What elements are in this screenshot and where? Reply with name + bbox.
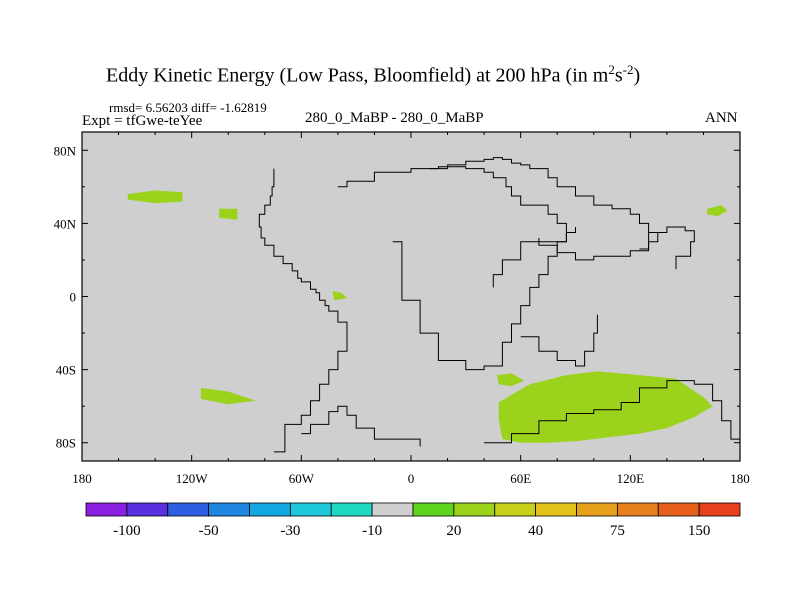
region-cyan-band-north-pacific <box>85 230 137 262</box>
y-tick-label-1: 40N <box>54 216 77 231</box>
colorbar-label-3: -10 <box>362 523 382 539</box>
colorbar-label-5: 40 <box>528 523 543 539</box>
colorbar-box-12 <box>576 502 618 517</box>
region-cyan-small-east-pacific-lo <box>164 356 220 370</box>
coastline-2 <box>429 157 659 261</box>
coastline-7 <box>520 314 598 367</box>
coastline-1 <box>337 166 567 288</box>
x-tick-label-6: 180 <box>730 471 750 486</box>
colorbar-box-3 <box>208 502 250 517</box>
stats-text: rmsd= 6.56203 diff= -1.62819 <box>109 100 267 115</box>
region-green-north-pacific-2 <box>219 208 238 220</box>
colorbar-box-11 <box>535 502 577 517</box>
comparison-label: 280_0_MaBP - 280_0_MaBP <box>305 110 484 126</box>
colorbar-box-8 <box>412 502 455 517</box>
region-cyan-ne-pacific-edge <box>734 234 740 249</box>
title-unit-sup2: -2 <box>622 62 634 77</box>
coastline-0 <box>258 168 348 453</box>
experiment-label: Expt = tfGwe-teYee <box>82 113 203 129</box>
region-green-small-central <box>332 291 347 301</box>
region-cyan-small-pacific-low <box>164 289 201 299</box>
y-tick-label-0: 80N <box>54 143 77 158</box>
title-unit-mid: s <box>614 64 623 87</box>
colorbar-label-1: -50 <box>199 523 219 539</box>
colorbar-label-6: 75 <box>610 523 625 539</box>
colorbar-box-7 <box>371 502 414 517</box>
region-cyan-patch-west-atlantic <box>100 329 302 383</box>
coastline-4 <box>301 405 421 447</box>
colorbar-box-13 <box>616 502 659 517</box>
region-cyan-south-indian <box>635 327 695 341</box>
region-green-north-pacific <box>127 190 183 204</box>
coastline-3 <box>392 227 576 371</box>
colorbar-label-4: 20 <box>446 523 461 539</box>
region-cyan-atlantic-north <box>392 225 475 242</box>
colorbar-box-0 <box>85 502 128 517</box>
x-tick-label-5: 120E <box>617 471 645 486</box>
colorbar-label-0: -100 <box>113 523 141 539</box>
title-unit-sup1: 2 <box>608 62 615 77</box>
y-tick-label-4: 80S <box>56 436 76 451</box>
chart-title: Eddy Kinetic Energy (Low Pass, Bloomfiel… <box>106 62 640 88</box>
colorbar-box-9 <box>453 502 496 517</box>
colorbar-box-10 <box>494 502 537 517</box>
colorbar-box-5 <box>289 502 332 517</box>
title-close: ) <box>633 64 641 87</box>
region-green-small-south <box>496 373 525 387</box>
season-label: ANN <box>705 110 738 126</box>
x-tick-label-2: 60W <box>289 471 315 486</box>
colorbar-label-7: 150 <box>688 523 711 539</box>
colorbar-box-2 <box>167 502 210 517</box>
y-tick-label-2: 0 <box>70 290 77 305</box>
x-tick-label-4: 60E <box>510 471 531 486</box>
colorbar-label-2: -30 <box>280 523 300 539</box>
chart-title-text: Eddy Kinetic Energy (Low Pass, Bloomfiel… <box>106 64 609 87</box>
x-tick-label-1: 120W <box>176 471 209 486</box>
region-cyan-tiny-south-pacific <box>621 349 631 355</box>
x-tick-label-0: 180 <box>72 471 92 486</box>
colorbar-box-6 <box>330 502 373 517</box>
y-tick-label-3: 40S <box>56 363 76 378</box>
region-green-ne-pacific-edge <box>707 205 728 217</box>
x-tick-label-3: 0 <box>408 471 415 486</box>
colorbar-box-4 <box>249 502 291 517</box>
region-green-southern-ocean <box>498 371 713 443</box>
coastline-6 <box>639 226 695 270</box>
colorbar-box-15 <box>698 502 741 517</box>
coastline-5 <box>484 380 741 447</box>
region-cyan-central-pacific <box>228 269 256 284</box>
colorbar-box-1 <box>126 502 169 517</box>
region-green-south-east-pacific <box>200 387 256 405</box>
colorbar-box-14 <box>657 502 700 517</box>
